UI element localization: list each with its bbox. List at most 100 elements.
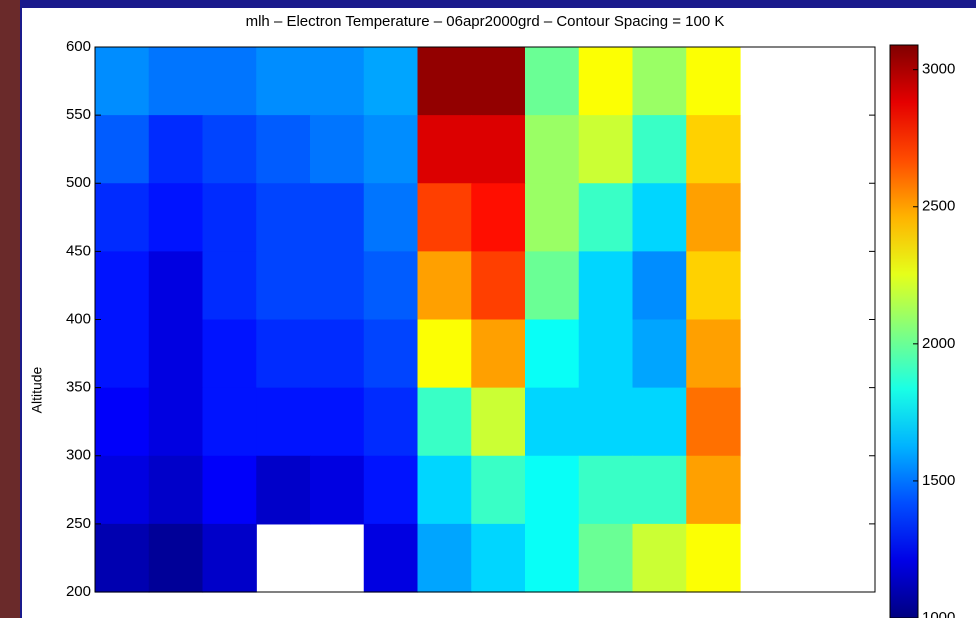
contour-cell [525, 47, 580, 116]
contour-cell [95, 115, 150, 184]
contour-cell [148, 319, 204, 389]
contour-cell [525, 319, 580, 389]
contour-cell [686, 319, 741, 389]
contour-cell [525, 455, 580, 525]
contour-cell [202, 523, 257, 593]
y-tick-label: 450 [66, 242, 91, 259]
contour-cell [256, 455, 311, 525]
contour-cell [417, 455, 472, 525]
contour-cell [417, 115, 472, 184]
contour-cell [578, 251, 634, 321]
contour-cell [148, 183, 204, 252]
contour-cell [632, 319, 687, 389]
contour-cell [310, 319, 365, 389]
contour-cell [202, 47, 257, 116]
contour-cell [578, 47, 634, 116]
y-tick-label: 350 [66, 379, 91, 396]
contour-cell [310, 47, 365, 116]
contour-cell [471, 183, 526, 252]
contour-cell [417, 387, 472, 457]
contour-cell [95, 523, 150, 593]
colorbar-tick-label: 1000 [922, 609, 955, 618]
contour-cell [148, 523, 204, 593]
y-tick-label: 500 [66, 174, 91, 191]
y-tick-label: 300 [66, 447, 91, 464]
contour-cell [202, 455, 257, 525]
contour-cell [578, 455, 634, 525]
contour-cell [256, 47, 311, 116]
contour-cell [202, 251, 257, 321]
contour-cell [525, 183, 580, 252]
contour-cell [632, 183, 687, 252]
colorbar-tick-label: 2000 [922, 335, 955, 352]
contour-cell [632, 47, 687, 116]
contour-cell [417, 319, 472, 389]
contour-cell [95, 455, 150, 525]
colorbar-tick-label: 3000 [922, 61, 955, 78]
contour-cell [686, 47, 741, 116]
contour-cell [686, 251, 741, 321]
contour-cell [148, 387, 204, 457]
contour-cell [578, 319, 634, 389]
contour-cell [95, 47, 150, 116]
contour-cell [525, 251, 580, 321]
contour-cell [686, 387, 741, 457]
contour-cell [256, 115, 311, 184]
contour-cell [95, 319, 150, 389]
contour-cell [471, 387, 526, 457]
contour-cell [363, 387, 419, 457]
contour-cell [686, 523, 741, 593]
contour-cell [525, 115, 580, 184]
chart-title: mlh – Electron Temperature – 06apr2000gr… [246, 13, 725, 30]
contour-cell [417, 523, 472, 593]
contour-cell [471, 319, 526, 389]
y-axis-label: Altitude [29, 366, 45, 413]
colorbar-tick-label: 1500 [922, 472, 955, 489]
contour-cell [578, 183, 634, 252]
contour-cell [95, 387, 150, 457]
side-strip [0, 0, 20, 618]
contour-cell [471, 251, 526, 321]
contour-cell [202, 387, 257, 457]
contour-cell [417, 47, 472, 116]
contour-cell [686, 183, 741, 252]
contour-cell [525, 387, 580, 457]
contour-cell [363, 47, 419, 116]
colorbar [889, 44, 919, 618]
contour-cell [632, 115, 687, 184]
contour-cell [471, 523, 526, 593]
contour-cell [148, 251, 204, 321]
contour-cell [202, 115, 257, 184]
contour-cell [95, 251, 150, 321]
contour-cell [686, 455, 741, 525]
contour-cell [310, 387, 365, 457]
contour-cell [95, 183, 150, 252]
y-tick-label: 200 [66, 583, 91, 600]
contour-cell [310, 251, 365, 321]
y-tick-label: 550 [66, 106, 91, 123]
y-tick-label: 400 [66, 310, 91, 327]
contour-cell [148, 47, 204, 116]
contour-cell [632, 387, 687, 457]
contour-cell [363, 183, 419, 252]
contour-cell [578, 523, 634, 593]
contour-cell [471, 455, 526, 525]
contour-cell [202, 319, 257, 389]
contour-cell [363, 251, 419, 321]
contour-cell [256, 387, 311, 457]
contour-cell [471, 115, 526, 184]
contour-cell [525, 523, 580, 593]
contour-cell [148, 115, 204, 184]
y-tick-label: 600 [66, 38, 91, 55]
y-tick-label: 250 [66, 515, 91, 532]
contour-cell [202, 183, 257, 252]
contour-cell [363, 455, 419, 525]
contour-cell [256, 319, 311, 389]
contour-cell [148, 455, 204, 525]
contour-cell [417, 183, 472, 252]
contour-cell [310, 115, 365, 184]
contour-cell [578, 387, 634, 457]
contour-cell [686, 115, 741, 184]
